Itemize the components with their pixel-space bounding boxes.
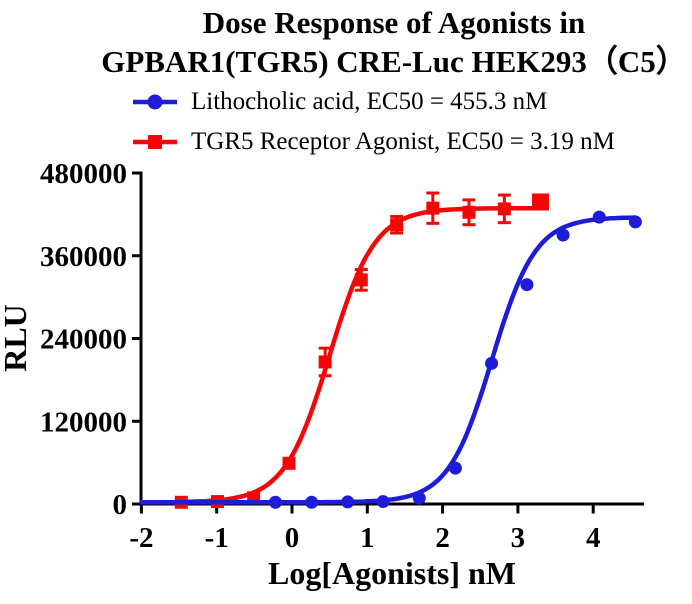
lithocholic-acid-point xyxy=(305,495,319,509)
legend-label-lithocholic-acid: Lithocholic acid, EC50 = 455.3 nM xyxy=(191,88,548,115)
y-tick-label: 120000 xyxy=(40,406,127,438)
tgr5-receptor-agonist-point xyxy=(426,201,440,215)
chart-title-line2: GPBAR1(TGR5) CRE-Luc HEK293（C5） xyxy=(101,44,687,79)
tgr5-receptor-agonist-point xyxy=(354,273,368,287)
y-axis-title: RLU xyxy=(0,304,33,372)
chart-title-line1: Dose Response of Agonists in xyxy=(202,5,586,40)
lithocholic-acid-point xyxy=(376,495,390,509)
legend-item-lithocholic-acid: Lithocholic acid, EC50 = 455.3 nM xyxy=(132,82,615,122)
lithocholic-acid-point xyxy=(628,215,642,229)
y-tick-label: 480000 xyxy=(40,158,127,190)
y-tick-label: 240000 xyxy=(40,324,127,356)
tgr5-receptor-agonist-point xyxy=(390,218,404,232)
y-tick-label: 0 xyxy=(113,489,128,521)
tgr5-receptor-agonist-point xyxy=(282,456,296,470)
legend: Lithocholic acid, EC50 = 455.3 nM TGR5 R… xyxy=(132,82,615,162)
lithocholic-acid-point xyxy=(485,356,499,370)
tgr5-receptor-agonist-curve xyxy=(174,205,544,505)
x-tick-label: 0 xyxy=(285,522,300,554)
chart-title: Dose Response of Agonists in GPBAR1(TGR5… xyxy=(96,3,692,81)
lithocholic-acid-curve xyxy=(139,215,638,505)
x-tick-label: 2 xyxy=(435,522,450,554)
blue-circle-marker-icon xyxy=(133,94,177,110)
x-tick-label: -1 xyxy=(205,522,229,554)
x-tick-label: 4 xyxy=(586,522,601,554)
lithocholic-acid-point xyxy=(341,495,355,509)
lithocholic-acid-point xyxy=(412,491,426,505)
tgr5-receptor-agonist-point xyxy=(462,205,476,219)
x-tick-label: 3 xyxy=(511,522,526,554)
legend-label-tgr5-agonist: TGR5 Receptor Agonist, EC50 = 3.19 nM xyxy=(191,128,615,155)
legend-item-tgr5-agonist: TGR5 Receptor Agonist, EC50 = 3.19 nM xyxy=(132,122,615,162)
lithocholic-acid-point xyxy=(268,495,282,509)
y-tick-label: 360000 xyxy=(40,241,127,273)
tgr5-receptor-agonist-point xyxy=(531,193,549,211)
lithocholic-acid-point xyxy=(592,210,606,224)
tgr5-receptor-agonist-point xyxy=(497,202,511,216)
lithocholic-acid-point xyxy=(448,461,462,475)
tgr5-receptor-agonist-point xyxy=(318,355,332,369)
x-axis-title: Log[Agonists] nM xyxy=(268,555,516,591)
red-square-marker-icon xyxy=(133,135,177,149)
lithocholic-acid-point xyxy=(520,278,534,292)
lithocholic-acid-point xyxy=(556,228,570,242)
x-tick-label: 1 xyxy=(360,522,375,554)
x-tick-label: -2 xyxy=(129,522,153,554)
